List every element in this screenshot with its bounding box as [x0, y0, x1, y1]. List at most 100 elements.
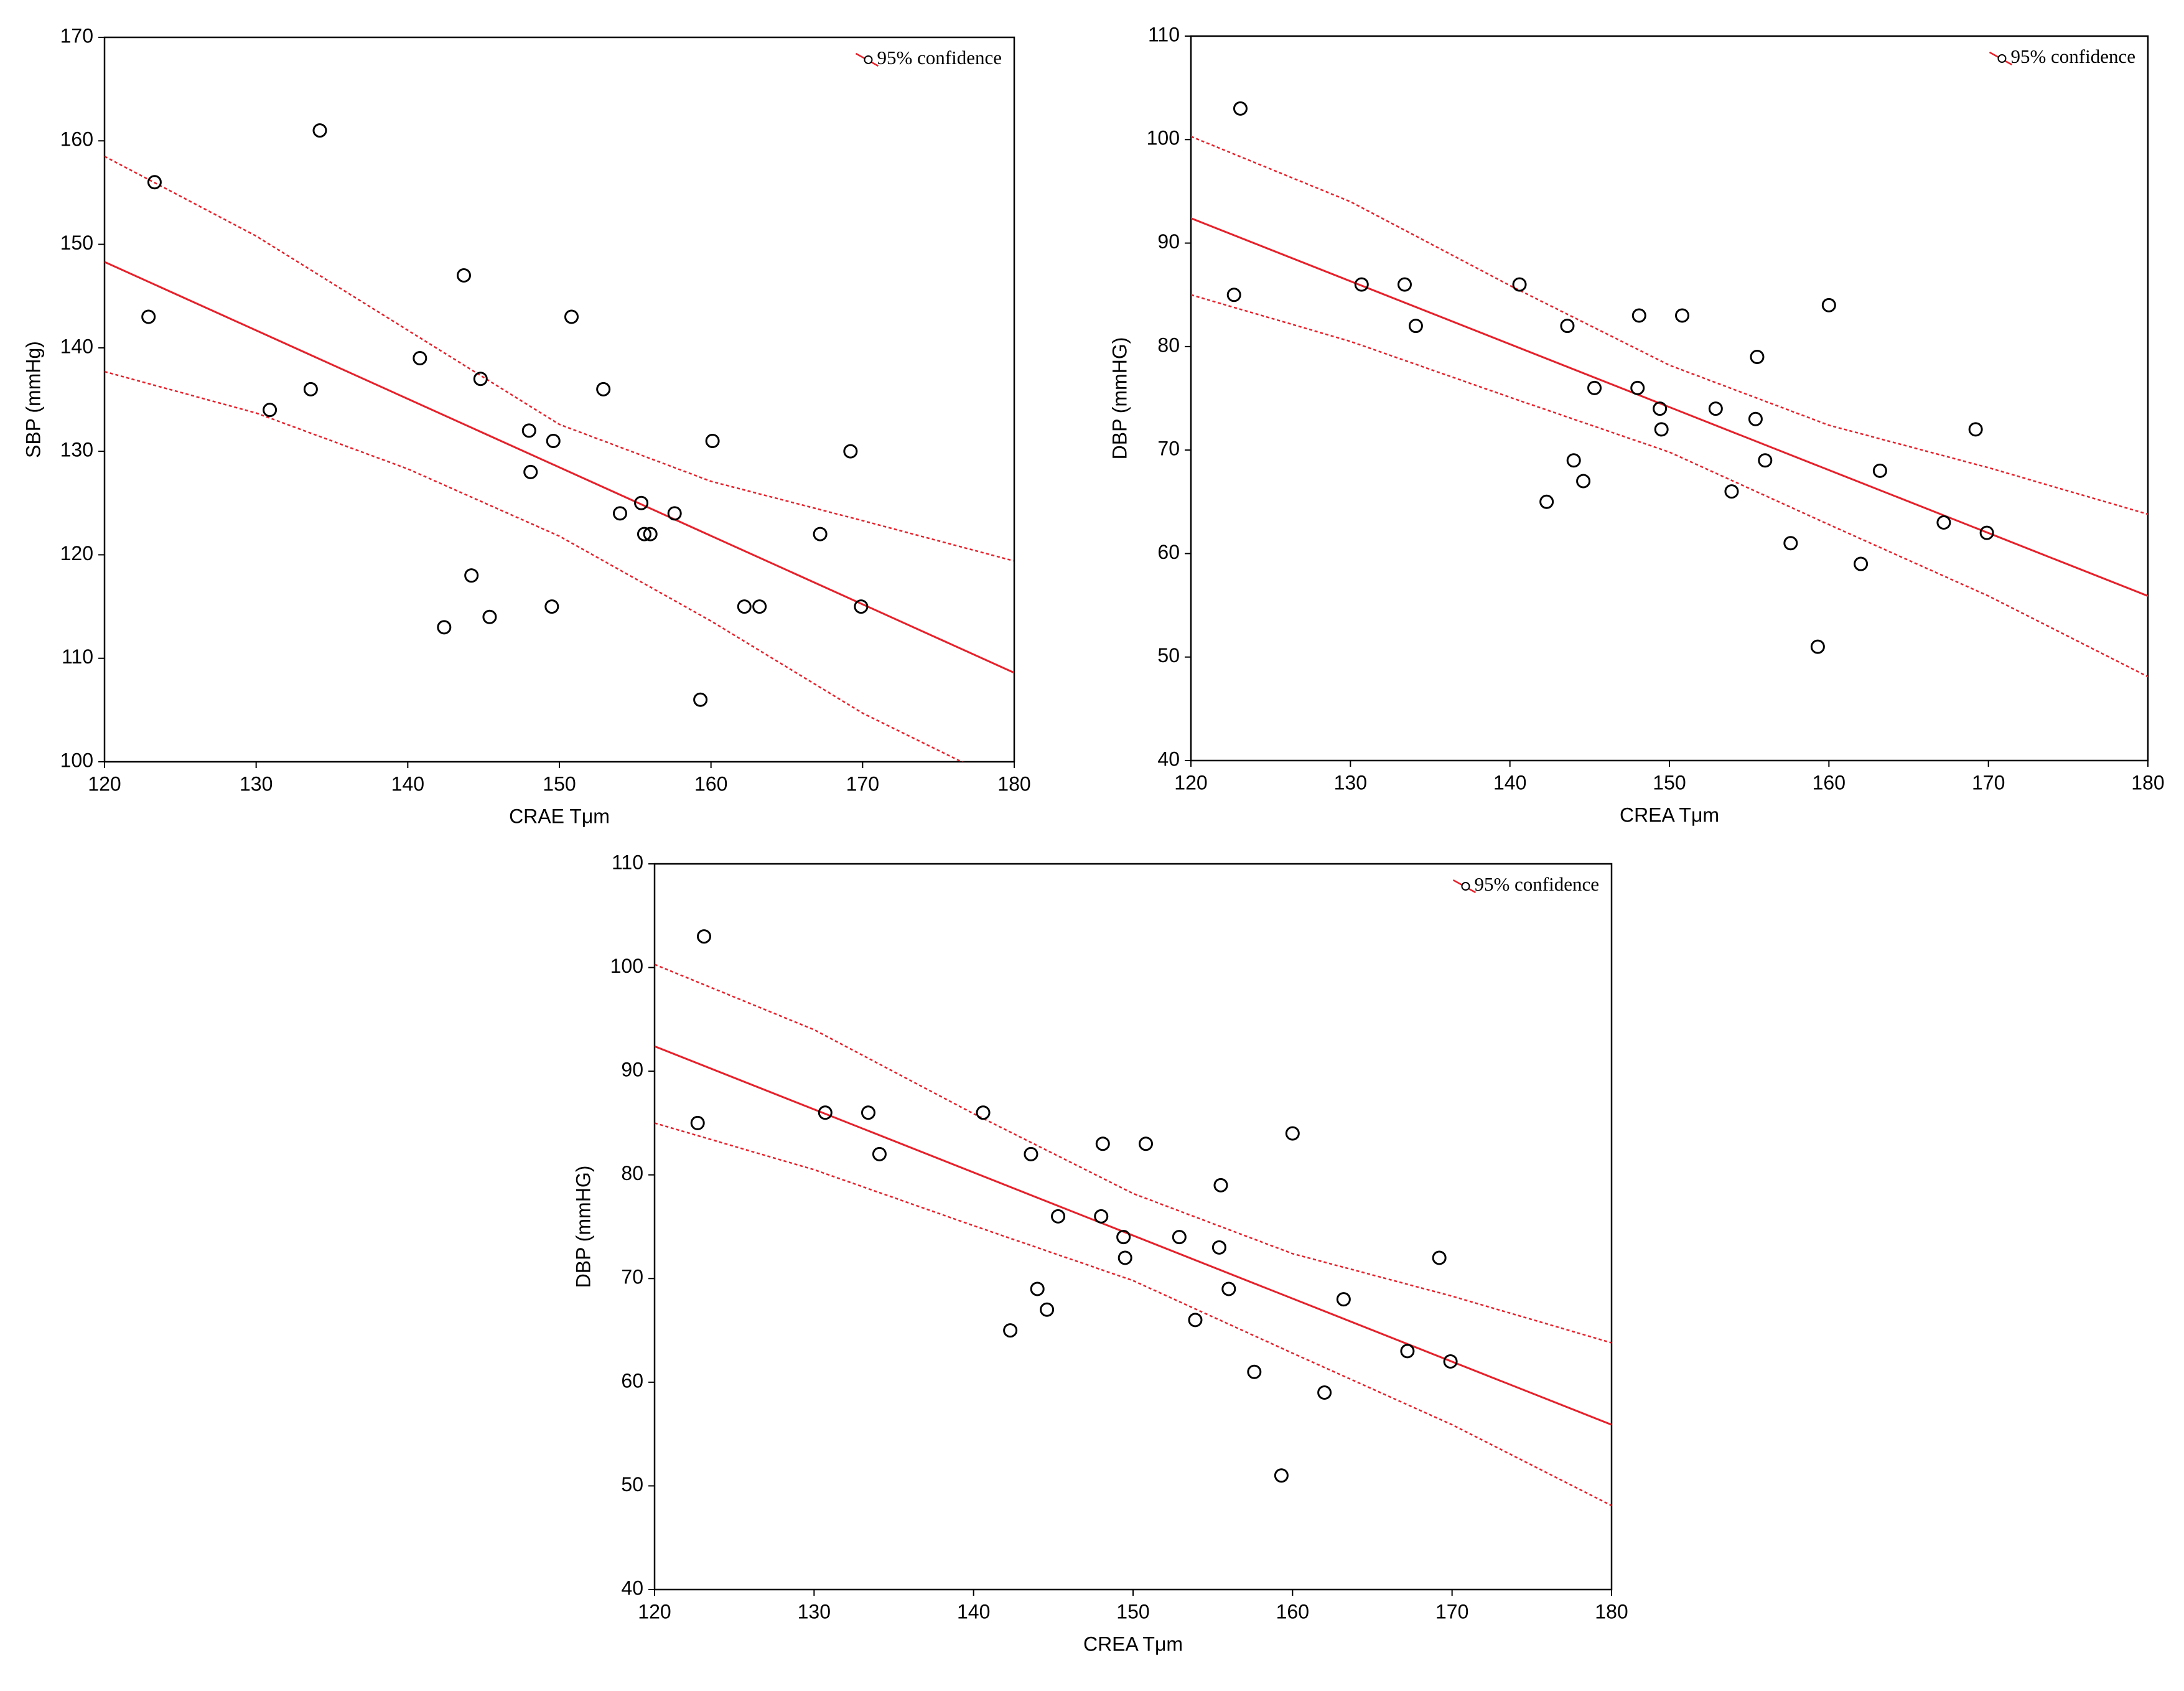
point: [1539, 494, 1554, 509]
y-tick-label: 160: [60, 128, 93, 151]
point: [1116, 1230, 1131, 1245]
y-axis-label: DBP (mmHG): [1108, 337, 1131, 460]
point: [1630, 380, 1645, 395]
x-tick-label: 120: [638, 1600, 671, 1623]
y-tick-label: 100: [1147, 127, 1180, 149]
point: [1708, 401, 1723, 416]
y-tick-label: 60: [1157, 541, 1180, 563]
x-tick-label: 140: [391, 772, 424, 795]
y-tick-label: 130: [60, 439, 93, 461]
point: [1512, 277, 1527, 292]
point: [1750, 349, 1765, 364]
point: [843, 444, 858, 459]
x-tick-label: 150: [543, 772, 576, 795]
point: [1213, 1178, 1228, 1192]
point: [1783, 536, 1798, 551]
point: [1188, 1313, 1203, 1328]
point: [1211, 1240, 1226, 1255]
confidence-band-lower: [655, 1122, 1612, 1507]
y-tick-label: 50: [621, 1473, 643, 1496]
plot-lines: [1191, 136, 2148, 678]
point: [456, 268, 471, 283]
point: [596, 382, 611, 396]
point: [1285, 1126, 1300, 1141]
point: [312, 123, 327, 138]
x-tick-label: 130: [240, 772, 273, 795]
point: [1139, 1136, 1154, 1151]
point: [1397, 277, 1412, 292]
point: [861, 1105, 875, 1120]
legend-label: 95% confidence: [1474, 873, 1599, 895]
point: [612, 506, 627, 521]
x-tick-label: 180: [997, 772, 1030, 795]
fit-line: [655, 1045, 1612, 1426]
y-tick-label: 110: [62, 645, 93, 668]
point: [141, 309, 156, 324]
point: [1094, 1209, 1109, 1224]
point: [413, 350, 427, 365]
y-tick-label: 40: [1157, 747, 1180, 770]
legend-marker: [864, 55, 873, 64]
x-axis-label: CREA Tμm: [1083, 1632, 1183, 1655]
confidence-band-upper: [655, 963, 1612, 1344]
point: [1748, 411, 1763, 426]
point: [1274, 1468, 1289, 1483]
chart: 120 130 140 150 160 170 180 40 50 60 70 80 90 100 110 C…: [1108, 23, 2164, 826]
confidence-band-lower: [1191, 294, 2148, 678]
legend-label: 95% confidence: [2010, 45, 2135, 67]
plot-lines: [105, 156, 1014, 762]
point: [1336, 1292, 1351, 1307]
x-tick-label: 180: [1595, 1600, 1628, 1623]
y-axis-label: SBP (mmHg): [22, 341, 44, 458]
y-tick-label: 90: [1157, 230, 1180, 253]
point: [564, 309, 579, 324]
point: [705, 434, 720, 449]
point: [1821, 297, 1836, 312]
point: [1172, 1230, 1187, 1245]
point: [1758, 453, 1773, 468]
y-tick-label: 60: [621, 1369, 643, 1392]
point: [1854, 556, 1869, 571]
point: [1051, 1209, 1066, 1224]
x-tick-label: 150: [1653, 771, 1686, 794]
point: [1560, 319, 1575, 334]
chart: 120 130 140 150 160 170 180 40 50 60 70 80 90 100 110 C…: [572, 851, 1628, 1655]
confidence-band-upper: [1191, 136, 2148, 515]
point: [1024, 1146, 1038, 1161]
y-tick-label: 80: [621, 1162, 643, 1184]
point: [752, 599, 767, 614]
confidence-band-upper: [105, 156, 1014, 562]
point: [464, 568, 479, 583]
point: [1400, 1344, 1415, 1359]
point: [1317, 1385, 1332, 1400]
y-tick-label: 120: [60, 542, 93, 564]
x-tick-label: 120: [1174, 771, 1207, 794]
x-axis-label: CREA Tμm: [1620, 803, 1719, 826]
point: [1566, 453, 1581, 468]
x-tick-label: 170: [846, 772, 879, 795]
point: [976, 1105, 991, 1120]
y-tick-label: 40: [621, 1576, 643, 1599]
point: [813, 527, 828, 541]
point: [1226, 288, 1241, 302]
point: [523, 464, 538, 479]
point: [854, 599, 869, 614]
plot-frame: [1190, 35, 2149, 762]
point: [1675, 308, 1690, 323]
point: [482, 609, 497, 624]
point: [147, 175, 162, 190]
y-tick-label: 90: [621, 1059, 643, 1081]
x-tick-label: 130: [798, 1600, 831, 1623]
legend-label: 95% confidence: [877, 47, 1002, 68]
y-tick-label: 150: [60, 232, 93, 254]
point: [1003, 1323, 1018, 1338]
point: [1118, 1250, 1132, 1265]
point: [1233, 101, 1248, 116]
plot-frame: [103, 36, 1015, 763]
x-axis-label: CRAE Tμm: [509, 805, 610, 827]
x-tick-label: 180: [2131, 771, 2164, 794]
y-tick-label: 110: [612, 851, 643, 873]
y-tick-label: 100: [60, 749, 93, 771]
point: [1095, 1136, 1110, 1151]
